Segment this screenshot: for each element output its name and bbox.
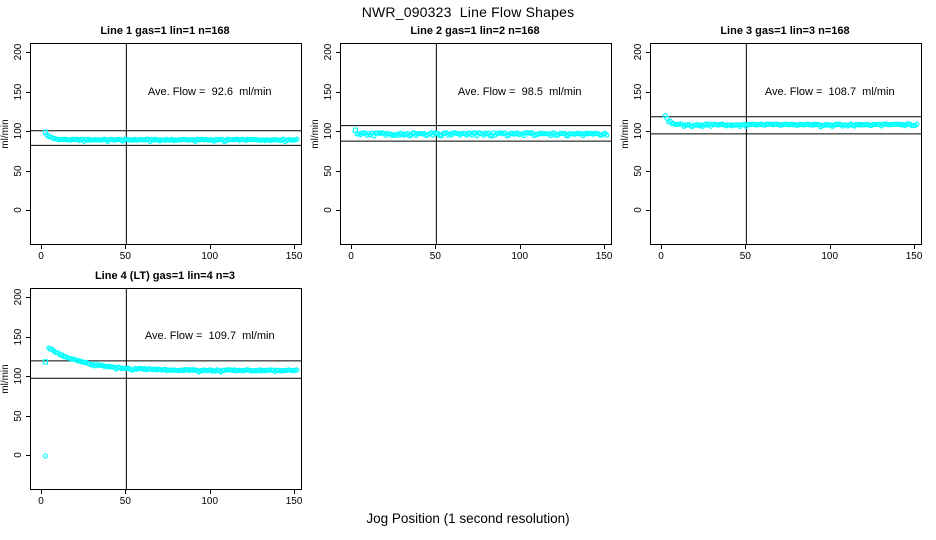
x-tick xyxy=(209,490,211,494)
y-tick xyxy=(336,91,340,93)
plot-title-3: Line 3 gas=1 lin=3 n=168 xyxy=(720,25,850,37)
x-tick xyxy=(125,490,127,494)
x-tick-label: 50 xyxy=(739,251,751,262)
scatter-canvas-1 xyxy=(31,44,301,244)
y-tick-label: 100 xyxy=(13,367,24,385)
y-tick xyxy=(26,52,30,54)
plot-title-4: Line 4 (LT) gas=1 lin=4 n=3 xyxy=(94,270,236,282)
y-tick xyxy=(26,297,30,299)
y-tick-label: 150 xyxy=(13,83,24,101)
y-tick xyxy=(646,131,650,133)
y-tick xyxy=(646,170,650,172)
y-tick-label: 0 xyxy=(13,207,24,213)
y-tick-label: 0 xyxy=(13,452,24,458)
ave-flow-annotation-1: Ave. Flow = 92.6 ml/min xyxy=(147,85,272,98)
x-tick xyxy=(350,245,352,249)
ave-flow-annotation-2: Ave. Flow = 98.5 ml/min xyxy=(457,85,582,98)
y-tick xyxy=(26,91,30,93)
x-tick xyxy=(40,245,42,249)
plot-title-1: Line 1 gas=1 lin=1 n=168 xyxy=(100,25,230,37)
plot-title-2: Line 2 gas=1 lin=2 n=168 xyxy=(410,25,540,37)
scatter-canvas-4 xyxy=(31,289,301,489)
y-tick-label: 50 xyxy=(13,164,24,177)
y-tick-label: 200 xyxy=(13,289,24,306)
y-tick xyxy=(646,91,650,93)
x-tick xyxy=(914,245,916,249)
ave-flow-annotation-4: Ave. Flow = 109.7 ml/min xyxy=(144,329,275,342)
y-axis-label-1: ml/min xyxy=(0,118,11,149)
figure-main-title: NWR_090323 Line Flow Shapes xyxy=(361,4,575,20)
y-tick xyxy=(26,376,30,378)
y-tick xyxy=(26,454,30,456)
y-tick xyxy=(646,209,650,211)
y-tick xyxy=(26,336,30,338)
x-tick xyxy=(294,245,296,249)
y-axis-label-2: ml/min xyxy=(310,118,321,149)
x-tick-label: 100 xyxy=(511,251,529,262)
x-tick-label: 50 xyxy=(429,251,441,262)
y-tick xyxy=(26,415,30,417)
x-tick-label: 0 xyxy=(38,251,44,262)
plot-box-4 xyxy=(30,288,302,490)
y-axis-label-3: ml/min xyxy=(620,118,631,149)
x-tick xyxy=(829,245,831,249)
y-tick-label: 200 xyxy=(633,44,644,61)
x-tick xyxy=(660,245,662,249)
scatter-canvas-3 xyxy=(651,44,921,244)
x-tick xyxy=(209,245,211,249)
x-tick-label: 150 xyxy=(285,496,303,507)
x-tick xyxy=(519,245,521,249)
y-tick xyxy=(336,131,340,133)
y-tick-label: 50 xyxy=(13,409,24,422)
x-tick xyxy=(435,245,437,249)
y-tick xyxy=(26,209,30,211)
x-axis-title: Jog Position (1 second resolution) xyxy=(366,511,570,526)
x-tick xyxy=(604,245,606,249)
x-tick-label: 0 xyxy=(348,251,354,262)
y-tick-label: 150 xyxy=(633,83,644,101)
y-tick-label: 200 xyxy=(13,44,24,61)
y-tick-label: 150 xyxy=(13,328,24,346)
y-tick-label: 100 xyxy=(13,122,24,140)
scatter-canvas-2 xyxy=(341,44,611,244)
x-tick xyxy=(745,245,747,249)
y-tick-label: 200 xyxy=(323,44,334,61)
ave-flow-annotation-3: Ave. Flow = 108.7 ml/min xyxy=(764,85,895,98)
x-tick xyxy=(40,490,42,494)
x-tick-label: 100 xyxy=(201,251,219,262)
y-tick-label: 100 xyxy=(633,122,644,140)
x-tick-label: 150 xyxy=(285,251,303,262)
y-tick xyxy=(336,170,340,172)
x-tick-label: 100 xyxy=(201,496,219,507)
x-tick xyxy=(294,490,296,494)
y-tick xyxy=(26,170,30,172)
plot-box-1 xyxy=(30,43,302,245)
x-tick-label: 0 xyxy=(38,496,44,507)
y-tick-label: 150 xyxy=(323,83,334,101)
x-tick-label: 50 xyxy=(119,251,131,262)
y-tick xyxy=(336,209,340,211)
x-tick xyxy=(125,245,127,249)
y-tick xyxy=(336,52,340,54)
plot-box-3 xyxy=(650,43,922,245)
x-tick-label: 150 xyxy=(595,251,613,262)
x-tick-label: 100 xyxy=(821,251,839,262)
y-tick-label: 100 xyxy=(323,122,334,140)
x-tick-label: 50 xyxy=(119,496,131,507)
y-tick-label: 0 xyxy=(323,207,334,213)
y-tick xyxy=(646,52,650,54)
x-tick-label: 150 xyxy=(905,251,923,262)
x-tick-label: 0 xyxy=(658,251,664,262)
y-tick-label: 50 xyxy=(323,164,334,177)
plot-box-2 xyxy=(340,43,612,245)
y-tick-label: 50 xyxy=(633,164,644,177)
y-axis-label-4: ml/min xyxy=(0,363,11,394)
y-tick xyxy=(26,131,30,133)
y-tick-label: 0 xyxy=(633,207,644,213)
